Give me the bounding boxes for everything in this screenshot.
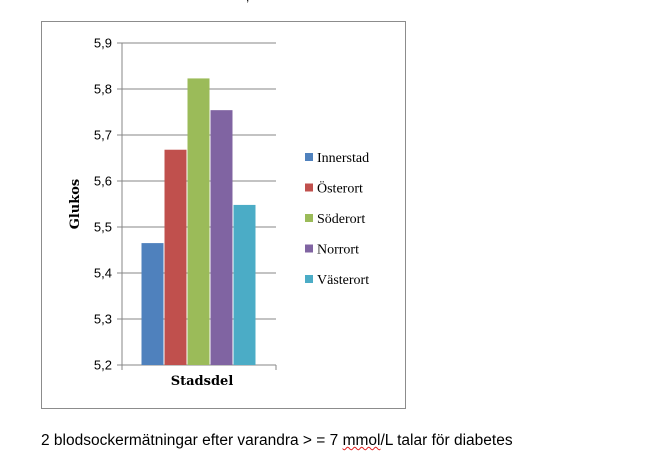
caption-spellcheck-word: mmol [342,432,381,449]
bars [141,78,256,366]
legend-swatch [305,183,313,192]
legend-item: Söderort [305,212,365,227]
legend-item: Norrort [305,243,359,258]
legend-item: Innerstad [305,151,369,166]
legend-swatch [305,275,313,283]
y-axis-title: Glukos [68,179,83,230]
caption-part-1: 2 blodsockermätningar efter varandra > =… [41,432,343,449]
legend-swatch [305,153,313,161]
bar-chart: 5,2 5,3 5,4 5,5 5,6 5,7 5,8 5,9 Glukos Stadsdel… [68,36,369,390]
legend-label: Österort [317,180,363,197]
caption-part-2: /L talar för diabetes [380,432,513,449]
legend-swatch [305,244,313,253]
bar-söderort [187,78,210,366]
legend-label: Norrort [317,243,359,258]
y-tick-label: 5,6 [94,174,112,189]
chart-frame: 5,2 5,3 5,4 5,5 5,6 5,7 5,8 5,9 Glukos Stadsdel… [41,21,406,409]
legend-item: Västerort [305,273,369,288]
legend-label: Innerstad [317,151,369,166]
legend-label: Västerort [317,273,369,288]
bar-norrort [210,110,233,365]
y-tick-label: 5,9 [94,36,112,51]
bar-västerort [233,204,256,365]
bar-österort [164,149,187,365]
caption-text: 2 blodsockermätningar efter varandra > =… [41,432,513,450]
y-tick-labels: 5,2 5,3 5,4 5,5 5,6 5,7 5,8 5,9 [94,36,112,373]
y-tick-label: 5,5 [94,220,112,235]
bar-innerstad [141,243,164,365]
y-tick-label: 5,7 [94,128,112,143]
top-text-fragment: , [246,0,252,4]
legend-item: Österort [305,180,363,197]
y-tick-label: 5,8 [94,82,112,97]
y-tick-label: 5,4 [94,266,112,281]
legend-swatch [305,214,313,222]
legend-label: Söderort [317,212,365,227]
legend: Innerstad Österort Söderort Norrort Västeror… [305,151,369,288]
x-axis-title: Stadsdel [171,374,234,389]
y-tick-label: 5,3 [94,312,112,327]
y-tick-label: 5,2 [94,358,112,373]
